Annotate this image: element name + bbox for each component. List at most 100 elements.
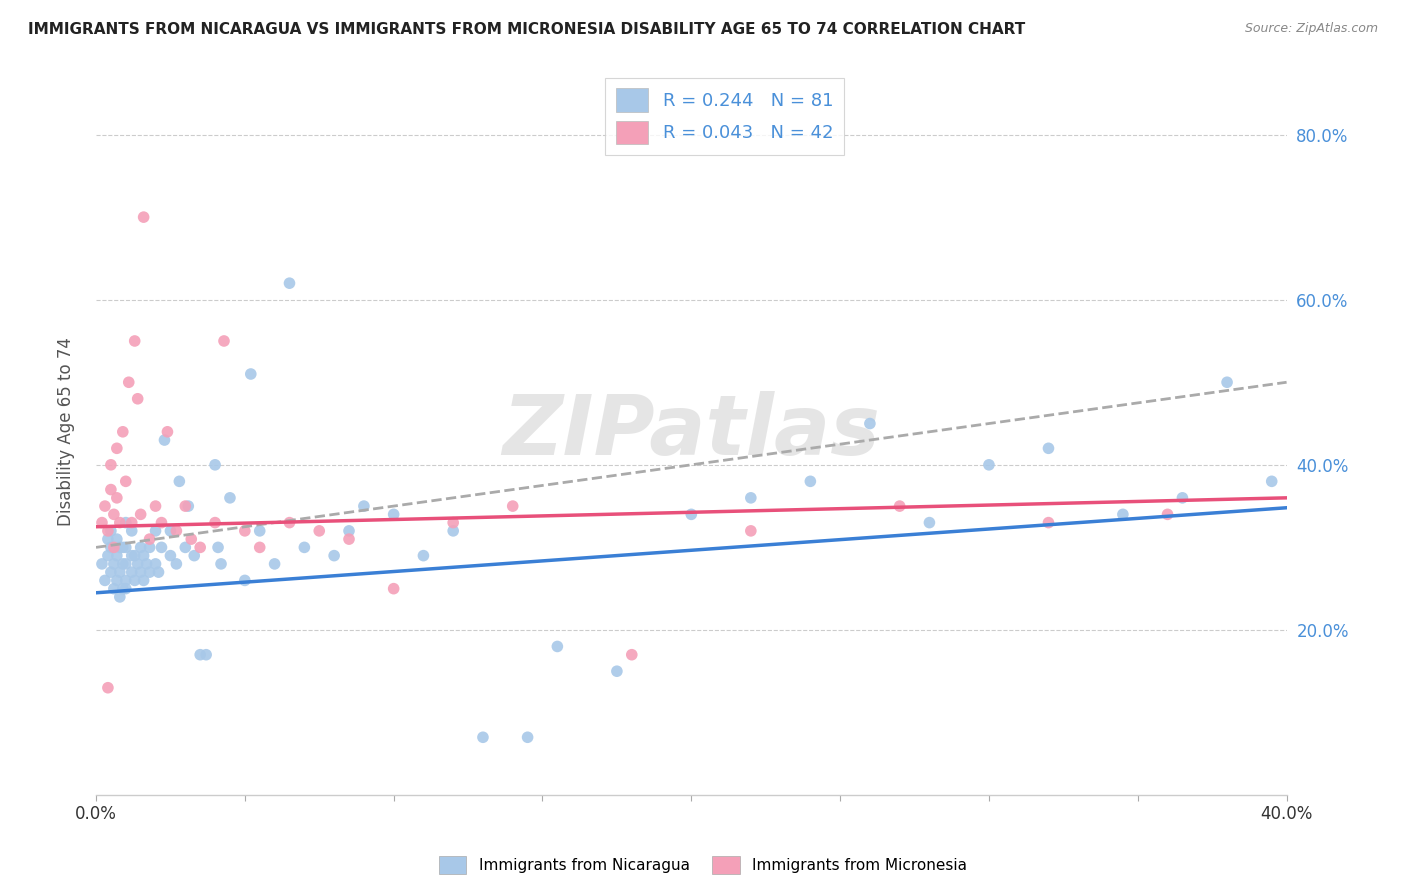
Point (859, 417, 882, 431)
Point (153, 433, 176, 447)
Point (195, 648, 218, 662)
Point (114, 516, 136, 530)
Point (145, 524, 167, 538)
Point (127, 392, 149, 406)
Point (165, 557, 187, 571)
Point (188, 541, 211, 555)
Point (132, 574, 155, 588)
Point (740, 524, 762, 538)
Point (1112, 508, 1135, 522)
Point (103, 582, 125, 596)
Point (204, 458, 226, 472)
Point (121, 524, 143, 538)
Point (207, 541, 229, 555)
Point (233, 574, 256, 588)
Point (219, 491, 242, 505)
Point (91, 516, 114, 530)
Point (740, 491, 762, 505)
Point (546, 640, 568, 654)
Point (188, 648, 211, 662)
Point (97, 532, 120, 546)
Point (114, 574, 136, 588)
Point (124, 549, 146, 563)
Point (111, 425, 134, 439)
Point (174, 499, 197, 513)
Point (799, 475, 821, 489)
Point (118, 376, 141, 390)
Point (1038, 442, 1060, 456)
Point (1216, 376, 1239, 390)
Point (114, 557, 136, 571)
Point (977, 458, 1000, 472)
Point (337, 532, 360, 546)
Point (918, 516, 941, 530)
Point (382, 508, 405, 522)
Point (204, 516, 226, 530)
Point (103, 557, 125, 571)
Point (441, 516, 464, 530)
Point (105, 574, 128, 588)
Point (159, 524, 181, 538)
Point (263, 557, 285, 571)
Point (209, 557, 232, 571)
Point (132, 210, 155, 224)
Point (105, 442, 128, 456)
Point (180, 532, 202, 546)
Point (278, 276, 301, 290)
Point (114, 582, 136, 596)
Point (121, 516, 143, 530)
Point (441, 524, 464, 538)
Text: Source: ZipAtlas.com: Source: ZipAtlas.com (1244, 22, 1378, 36)
Point (145, 557, 167, 571)
Point (159, 549, 181, 563)
Point (124, 574, 146, 588)
Point (308, 524, 330, 538)
Point (97, 524, 120, 538)
Point (91, 557, 114, 571)
Point (1156, 508, 1178, 522)
Point (502, 499, 524, 513)
Point (165, 524, 187, 538)
Point (606, 664, 628, 678)
Point (353, 499, 375, 513)
Point (150, 541, 173, 555)
Point (138, 532, 160, 546)
Point (138, 541, 160, 555)
Point (471, 731, 494, 745)
Point (108, 541, 131, 555)
Point (108, 565, 131, 579)
Point (135, 557, 157, 571)
Legend: R = 0.244   N = 81, R = 0.043   N = 42: R = 0.244 N = 81, R = 0.043 N = 42 (605, 78, 844, 154)
Point (212, 334, 235, 348)
Point (94, 499, 117, 513)
Point (292, 541, 315, 555)
Point (681, 508, 703, 522)
Point (129, 508, 152, 522)
Point (249, 541, 271, 555)
Point (100, 483, 122, 497)
Point (103, 508, 125, 522)
Point (174, 541, 197, 555)
Point (100, 524, 122, 538)
Point (108, 590, 131, 604)
Point (103, 541, 125, 555)
Point (105, 532, 128, 546)
Point (382, 582, 405, 596)
Point (100, 541, 122, 555)
Point (145, 499, 167, 513)
Point (233, 524, 256, 538)
Point (121, 565, 143, 579)
Point (516, 731, 538, 745)
Point (132, 549, 155, 563)
Point (100, 458, 122, 472)
Point (278, 516, 301, 530)
Point (620, 648, 643, 662)
Point (94, 574, 117, 588)
Point (169, 475, 191, 489)
Point (150, 516, 173, 530)
Point (129, 565, 152, 579)
Point (138, 565, 160, 579)
Point (97, 681, 120, 695)
Point (1171, 491, 1194, 505)
Point (889, 499, 911, 513)
